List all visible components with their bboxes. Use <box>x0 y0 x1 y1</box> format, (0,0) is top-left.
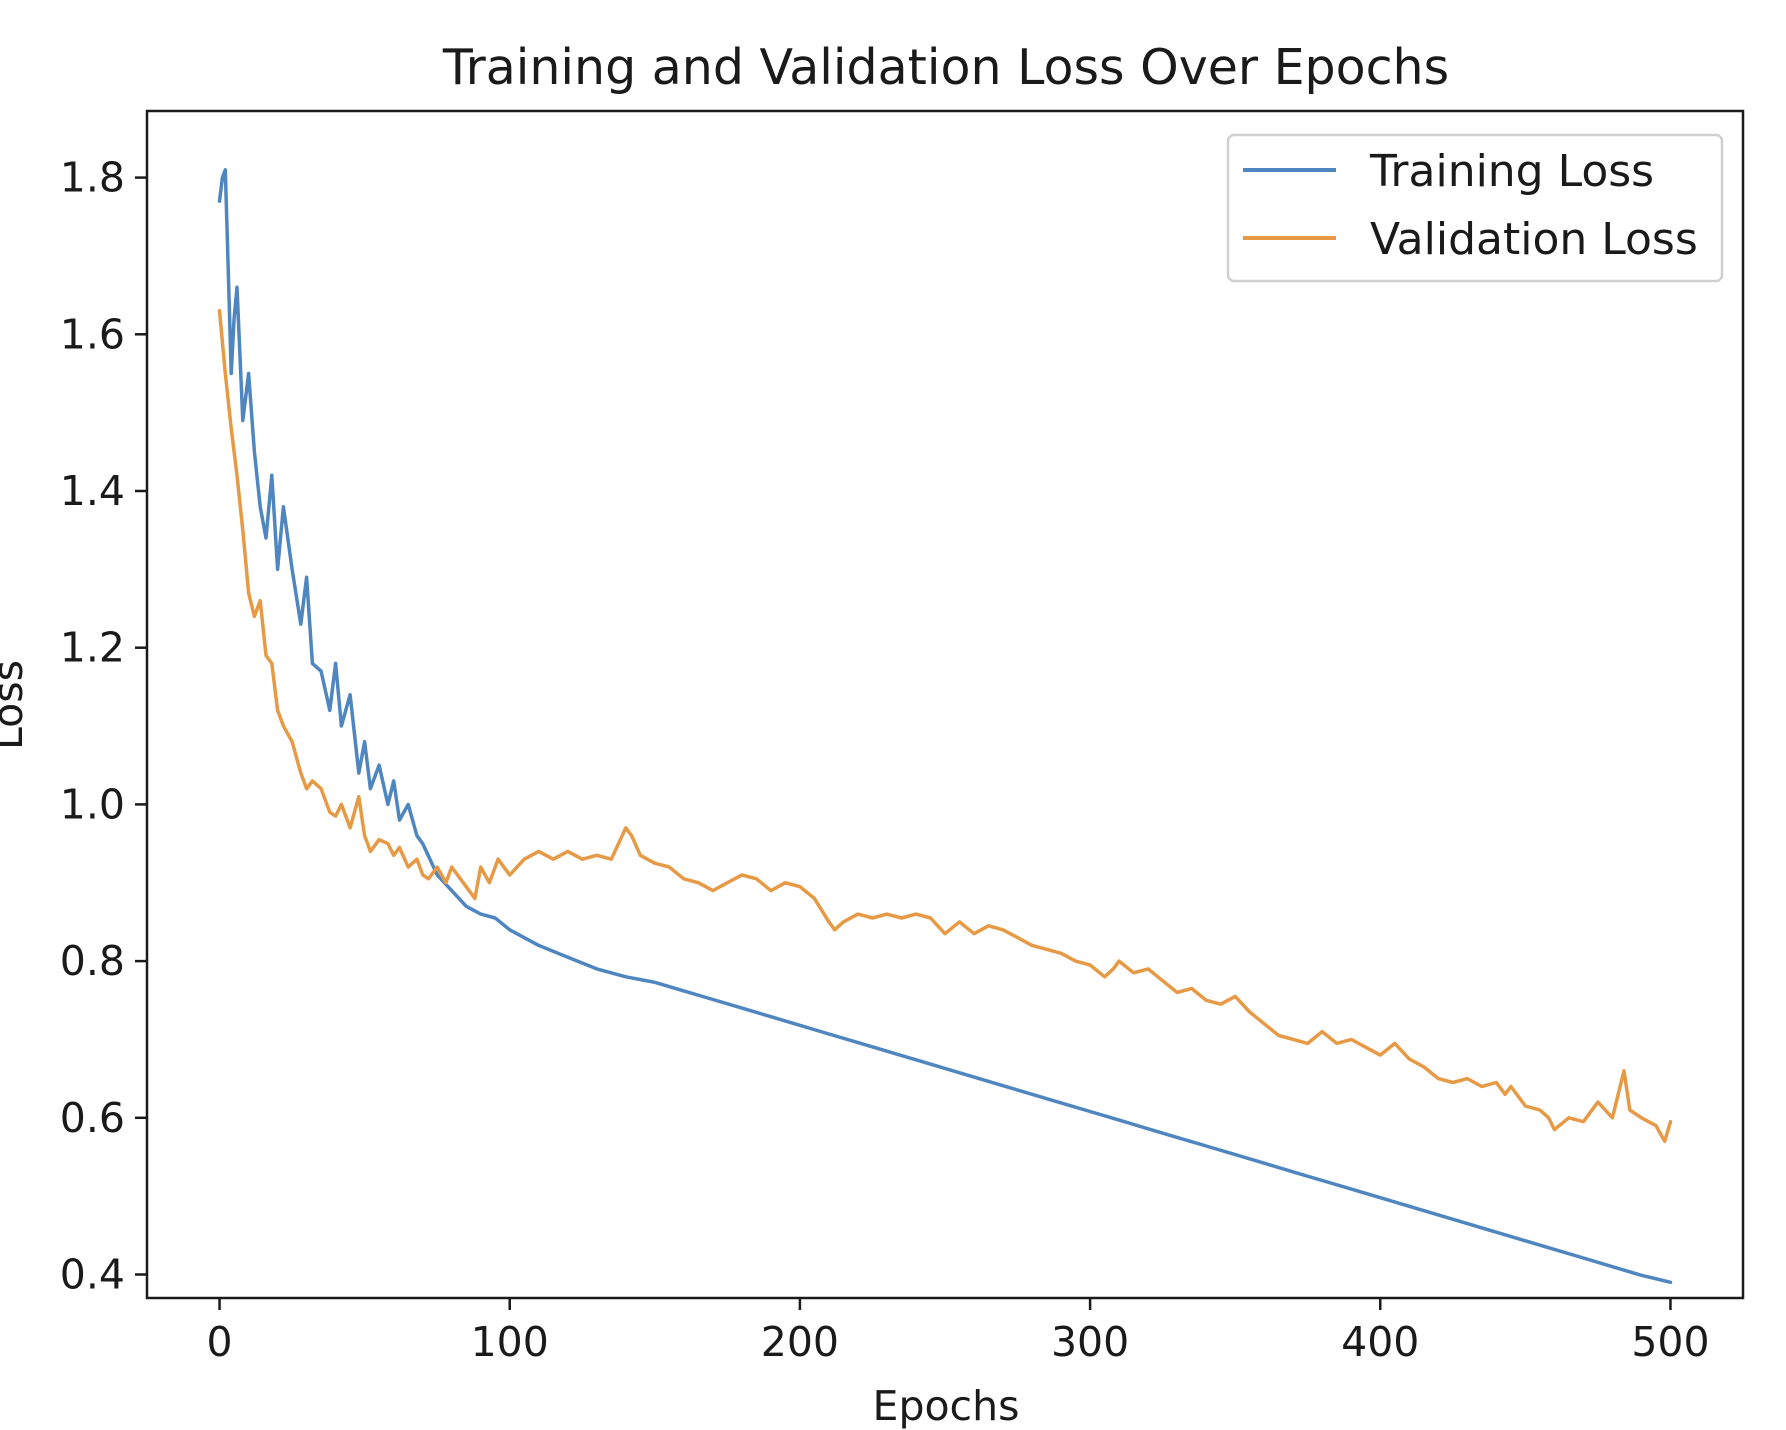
legend-label-validation-loss: Validation Loss <box>1370 214 1698 265</box>
x-tick-label: 0 <box>206 1318 232 1366</box>
legend-box <box>1226 133 1724 283</box>
x-axis-ticks: 0 100 200 300 400 500 <box>206 1298 1710 1366</box>
x-axis-label: Epochs <box>873 1382 1020 1430</box>
plot-area <box>145 109 1745 1300</box>
y-tick-label: 1.0 <box>60 780 125 828</box>
y-axis-ticks: 0.4 0.6 0.8 1.0 1.2 1.4 1.6 1.8 <box>60 154 147 1298</box>
chart-title: Training and Validation Loss Over Epochs <box>442 39 1449 96</box>
legend-label-training-loss: Training Loss <box>1369 146 1654 197</box>
y-axis-label: Loss <box>0 660 32 750</box>
plot-frame <box>145 109 1745 1300</box>
series-line-training-loss <box>217 168 1673 1285</box>
x-tick-label: 100 <box>471 1318 549 1366</box>
legend: Training Loss Validation Loss <box>1226 133 1724 283</box>
x-tick-label: 400 <box>1341 1318 1419 1366</box>
x-tick-label: 500 <box>1631 1318 1709 1366</box>
y-tick-label: 1.8 <box>60 154 125 202</box>
y-tick-label: 1.6 <box>60 310 125 358</box>
y-tick-label: 0.8 <box>60 937 125 985</box>
y-tick-label: 1.4 <box>60 467 125 515</box>
series-layer <box>217 168 1673 1285</box>
x-tick-label: 300 <box>1051 1318 1129 1366</box>
x-tick-label: 200 <box>761 1318 839 1366</box>
series-line-validation-loss <box>217 309 1673 1144</box>
y-tick-label: 0.4 <box>60 1250 125 1298</box>
y-tick-label: 1.2 <box>60 624 125 672</box>
y-tick-label: 0.6 <box>60 1094 125 1142</box>
